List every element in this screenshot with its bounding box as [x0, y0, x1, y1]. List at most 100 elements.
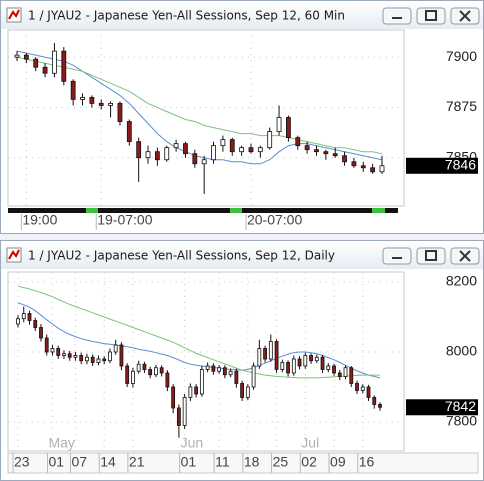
- x-tick-label: 14: [100, 454, 116, 470]
- candle-body: [332, 365, 336, 374]
- candle-body: [56, 348, 61, 356]
- candle-body: [102, 358, 107, 362]
- candle-body: [222, 367, 227, 376]
- candle-body: [192, 153, 198, 165]
- candle-body: [251, 365, 256, 388]
- candle-body: [314, 149, 319, 153]
- last-price-label: 7842: [445, 398, 476, 414]
- moving-average-line: [16, 50, 383, 165]
- y-tick-label: 7800: [446, 413, 477, 429]
- candle-body: [136, 141, 142, 159]
- candle-body: [314, 356, 319, 362]
- window-title: 1 / JYAU2 - Japanese Yen-All Sessions, S…: [28, 9, 345, 23]
- close-button[interactable]: [450, 7, 480, 25]
- candle-body: [21, 313, 26, 320]
- candle-body: [217, 367, 222, 372]
- candle-body: [211, 365, 216, 372]
- candle-body: [291, 358, 296, 374]
- candle-body: [257, 348, 262, 367]
- plot-area: [7, 29, 405, 207]
- minimize-button[interactable]: [382, 7, 412, 25]
- y-tick-label: 7900: [446, 48, 477, 64]
- candle-body: [182, 397, 187, 426]
- candle-body: [176, 407, 181, 426]
- candle-body: [39, 327, 43, 339]
- candle-body: [23, 54, 29, 60]
- candle-body: [323, 151, 329, 155]
- candle-body: [234, 370, 239, 384]
- candle-body: [173, 143, 179, 149]
- close-button[interactable]: [450, 247, 480, 265]
- candle-body: [342, 155, 347, 163]
- candle-body: [211, 145, 216, 161]
- candle-body: [355, 383, 359, 391]
- window-icon: [6, 247, 22, 263]
- candle-body: [16, 318, 20, 325]
- candle-body: [80, 96, 85, 100]
- x-tick-label: 21: [129, 454, 145, 470]
- candle-body: [154, 151, 160, 161]
- candle-body: [320, 356, 325, 370]
- maximize-button[interactable]: [416, 7, 446, 25]
- x-tick-label: 11: [215, 454, 230, 470]
- moving-average-line: [16, 56, 383, 155]
- candle-body: [274, 341, 279, 370]
- candle-body: [33, 58, 39, 68]
- candle-body: [295, 137, 301, 147]
- moving-average-line: [17, 285, 380, 379]
- x-tick-label: 19-07:00: [97, 212, 152, 228]
- y-tick-label: 7875: [446, 98, 477, 114]
- y-tick-label: 8200: [446, 273, 477, 289]
- candle-body: [263, 348, 267, 360]
- candle-body: [131, 370, 135, 384]
- candle-body: [257, 147, 263, 153]
- candle-body: [52, 50, 57, 74]
- candle-body: [33, 320, 38, 328]
- candle-body: [205, 365, 210, 370]
- candle-body: [349, 367, 354, 384]
- candle-body: [50, 348, 55, 353]
- candle-body: [280, 362, 285, 370]
- candle-body: [303, 355, 308, 367]
- maximize-button[interactable]: [416, 247, 446, 265]
- candle-body: [148, 369, 153, 376]
- candle-body: [44, 337, 49, 353]
- chart-window: 1 / JYAU2 - Japanese Yen-All Sessions, S…: [0, 0, 484, 234]
- candle-body: [220, 139, 226, 147]
- x-tick-label: 23: [14, 454, 30, 470]
- candle-body: [268, 341, 273, 360]
- candle-body: [79, 355, 84, 362]
- candle-body: [239, 147, 245, 153]
- candle-body: [332, 153, 338, 157]
- month-label: Jul: [301, 435, 319, 451]
- y-tick-label: 8000: [446, 343, 477, 359]
- minimize-button[interactable]: [382, 247, 412, 265]
- candle-body: [171, 386, 176, 409]
- x-tick-label: 16: [359, 454, 375, 470]
- candle-body: [309, 355, 313, 362]
- candle-body: [164, 147, 170, 161]
- candle-body: [98, 103, 104, 106]
- candle-body: [27, 313, 32, 321]
- x-tick-label: 25: [273, 454, 289, 470]
- x-tick-label: 09: [330, 454, 346, 470]
- candle-body: [126, 121, 132, 143]
- last-price-label: 7846: [445, 156, 476, 172]
- candle-body: [378, 404, 382, 408]
- candle-body: [276, 117, 282, 132]
- candle-body: [343, 367, 348, 377]
- candle-body: [199, 369, 204, 395]
- candle-body: [108, 351, 112, 362]
- candle-body: [154, 367, 158, 376]
- month-label: Jun: [181, 435, 204, 451]
- candle-body: [73, 355, 78, 358]
- last-price-box: [406, 399, 478, 416]
- candle-body: [42, 66, 48, 74]
- candle-body: [142, 363, 147, 370]
- candle-body: [194, 386, 199, 395]
- candle-body: [372, 397, 377, 405]
- x-tick-label: 07: [71, 454, 87, 470]
- x-tick-label: 01: [181, 454, 197, 470]
- candle-body: [337, 372, 342, 377]
- candle-body: [165, 372, 170, 388]
